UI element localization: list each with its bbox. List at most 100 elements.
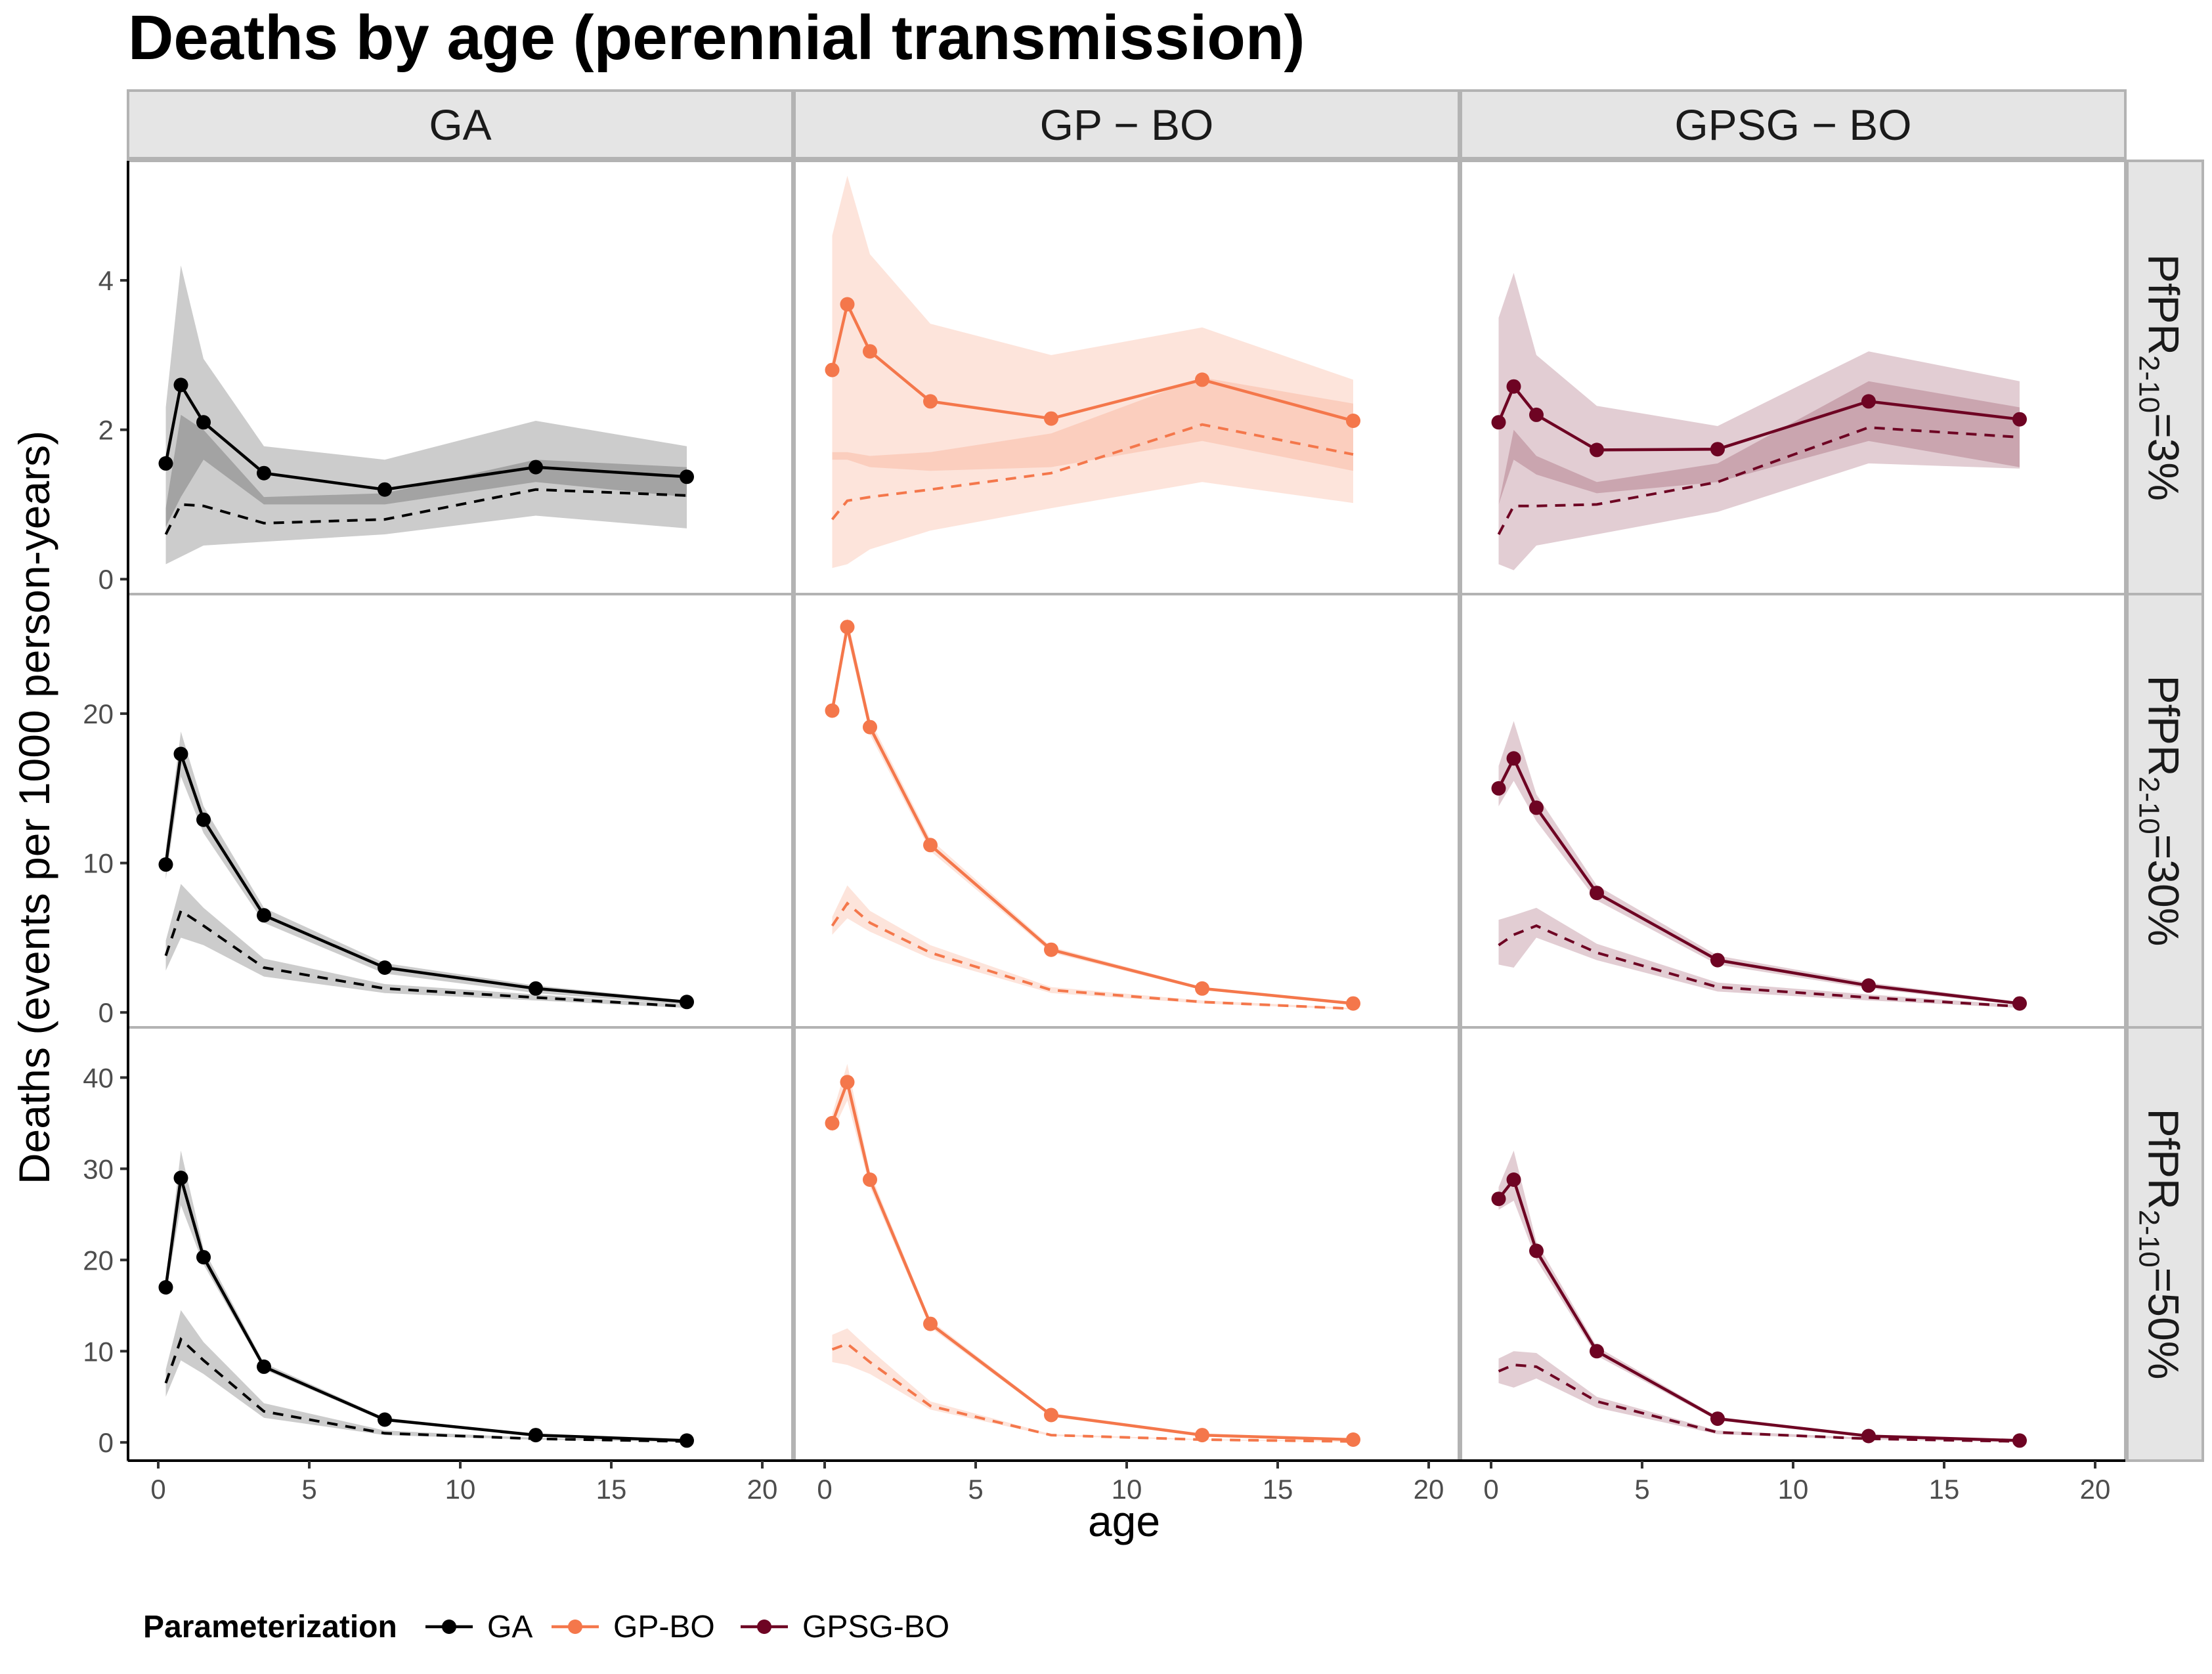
data-point xyxy=(1590,1344,1604,1359)
data-point xyxy=(1044,942,1058,957)
x-tick-label: 20 xyxy=(747,1474,778,1505)
legend: Parameterization GA GP-BO GPSG-BO xyxy=(143,1610,949,1644)
panel-series-2-GA xyxy=(158,1150,694,1448)
dashed-series-line xyxy=(164,909,687,1008)
dashed-series-line xyxy=(831,423,1354,521)
data-point xyxy=(923,838,938,853)
data-point xyxy=(257,1359,271,1374)
x-tick-label: 20 xyxy=(2080,1474,2111,1505)
legend-label-GA: GA xyxy=(487,1610,532,1644)
data-point xyxy=(173,377,188,393)
data-point xyxy=(378,960,392,975)
data-point xyxy=(680,469,694,484)
dashed-ci-ribbon xyxy=(165,414,687,565)
legend-key-point xyxy=(757,1620,771,1634)
panel-series-2-GPSGBO xyxy=(1491,1150,2027,1448)
data-point xyxy=(378,482,392,497)
solid-ci-ribbon xyxy=(165,265,687,527)
row-strip xyxy=(2126,1026,2204,1462)
panel-0-GA xyxy=(127,160,794,595)
x-axis-label: age xyxy=(1088,1497,1160,1545)
panel-series-2-GPBO xyxy=(825,1063,1360,1447)
panel-2-GA xyxy=(127,1026,794,1462)
data-point xyxy=(1195,1428,1209,1443)
panel-1-GA xyxy=(127,593,794,1029)
facet-strip-GA xyxy=(127,89,794,160)
facet-strip-label: GPSG − BO xyxy=(1674,100,1911,149)
panel-1-GPBO xyxy=(793,593,1460,1029)
facet-panels: GA GP − BO GPSG − BO PfPR2-10=3% PfPR2-10=30… xyxy=(83,89,2204,1505)
y-tick-label: 40 xyxy=(83,1062,114,1093)
x-tick-label: 10 xyxy=(1778,1474,1809,1505)
panel-series-1-GA xyxy=(158,731,694,1010)
data-point xyxy=(863,344,877,359)
data-point xyxy=(529,460,543,475)
legend-key-point xyxy=(568,1620,582,1634)
legend-label-GPBO: GP-BO xyxy=(613,1610,715,1644)
data-point xyxy=(529,981,543,996)
dashed-ci-ribbon xyxy=(165,884,687,1008)
dashed-series-line xyxy=(164,488,687,535)
data-point xyxy=(1195,981,1209,996)
data-point xyxy=(1491,1191,1506,1207)
data-point xyxy=(1346,414,1360,428)
dashed-ci-ribbon xyxy=(832,377,1353,569)
x-tick-label: 15 xyxy=(1263,1474,1293,1505)
data-point xyxy=(1590,442,1604,458)
y-tick-label: 2 xyxy=(98,415,114,446)
data-point xyxy=(1710,442,1725,457)
y-tick-label: 20 xyxy=(83,1245,114,1276)
data-point xyxy=(863,1172,877,1187)
data-point xyxy=(923,1316,938,1331)
x-tick-label: 15 xyxy=(596,1474,627,1505)
data-point xyxy=(158,456,173,471)
panel-1-GPSGBO xyxy=(1460,593,2127,1029)
y-tick-label: 20 xyxy=(83,698,114,729)
data-point xyxy=(1044,1407,1058,1423)
panel-series-1-GPSGBO xyxy=(1491,721,2027,1011)
data-point xyxy=(923,394,938,409)
data-point xyxy=(825,362,840,377)
panel-series-0-GA xyxy=(158,265,694,565)
data-point xyxy=(1506,1172,1521,1187)
row-strip-label: PfPR2-10=50% xyxy=(2133,1109,2188,1380)
data-point xyxy=(840,1075,855,1090)
solid-ci-ribbon xyxy=(832,175,1353,471)
panel-series-0-GPSGBO xyxy=(1491,272,2027,570)
data-point xyxy=(825,703,840,718)
panel-series-1-GPBO xyxy=(825,618,1360,1011)
panel-2-GPSGBO xyxy=(1460,1026,2127,1462)
data-point xyxy=(257,908,271,923)
y-tick-label: 0 xyxy=(98,1427,114,1458)
panel-2-GPBO xyxy=(793,1026,1460,1462)
x-tick-label: 0 xyxy=(817,1474,832,1505)
data-point xyxy=(680,1433,694,1448)
data-point xyxy=(840,620,855,635)
row-strip xyxy=(2126,160,2204,595)
facet-strip-GPBO xyxy=(793,89,1460,160)
data-point xyxy=(1044,411,1058,426)
x-tick-label: 10 xyxy=(445,1474,476,1505)
x-tick-label: 0 xyxy=(1483,1474,1498,1505)
y-tick-label: 10 xyxy=(83,1336,114,1367)
y-axis-label: Deaths (events per 1000 person-years) xyxy=(10,431,58,1184)
data-point xyxy=(2012,412,2027,427)
dashed-ci-ribbon xyxy=(1498,381,2020,570)
data-point xyxy=(158,857,173,872)
data-point xyxy=(1491,415,1506,430)
y-tick-label: 10 xyxy=(83,848,114,879)
solid-ci-ribbon xyxy=(832,1063,1353,1440)
panel-0-GPSGBO xyxy=(1460,160,2127,595)
data-point xyxy=(2012,1433,2027,1448)
row-strip-label: PfPR2-10=3% xyxy=(2133,254,2188,501)
data-point xyxy=(1590,886,1604,901)
solid-ci-ribbon xyxy=(1498,272,2020,505)
y-tick-label: 30 xyxy=(83,1153,114,1184)
x-tick-label: 0 xyxy=(150,1474,165,1505)
x-tick-label: 5 xyxy=(968,1474,983,1505)
data-point xyxy=(1346,1432,1360,1447)
data-point xyxy=(257,465,271,481)
data-point xyxy=(863,719,877,735)
legend-key-point xyxy=(442,1620,456,1634)
